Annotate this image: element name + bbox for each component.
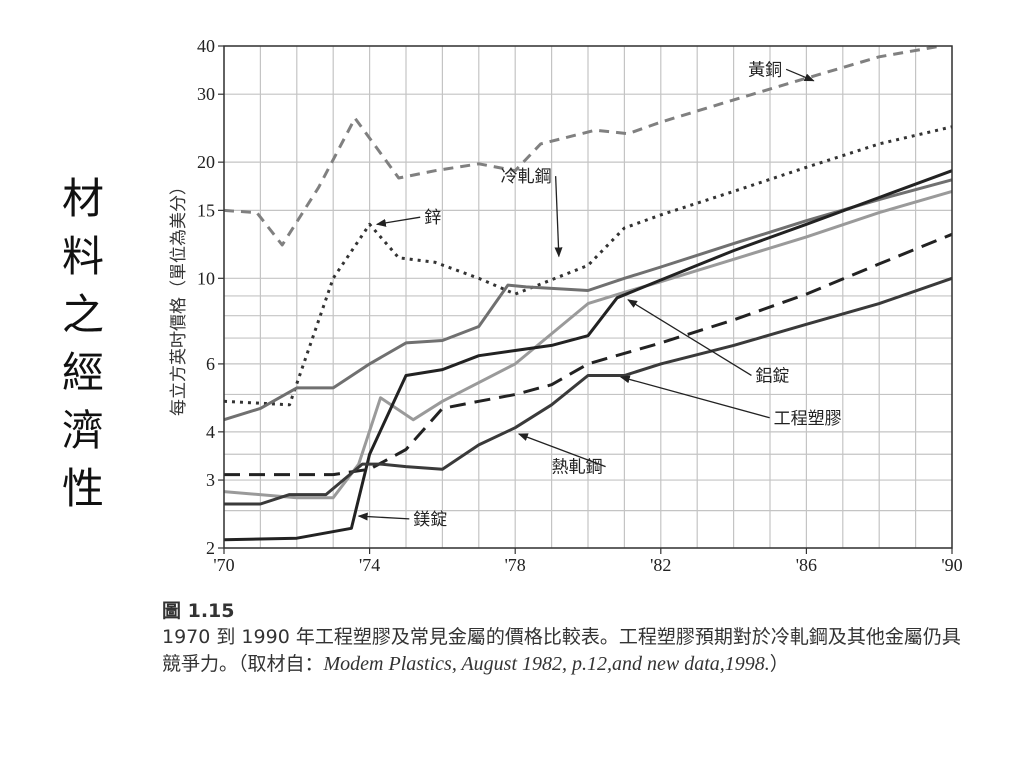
x-tick-label: '78 [505, 555, 526, 575]
y-tick-label: 40 [197, 36, 215, 56]
x-tick-label: '74 [359, 555, 380, 575]
x-tick-label: '70 [213, 555, 234, 575]
x-tick-label: '82 [650, 555, 671, 575]
series-line [223, 44, 942, 247]
price-chart: '70 '74 '78 '82 '86 '90 2 3 4 6 10 15 20 30 40 黃銅鋅 冷軋鋼鋁… [169, 36, 963, 575]
annotation-label: 鋁錠 [755, 366, 789, 386]
caption-end: ） [769, 653, 789, 675]
y-tick-label: 2 [206, 538, 215, 558]
annotation-arrow [627, 299, 752, 377]
y-tick-label: 10 [197, 268, 215, 288]
y-tick-label: 15 [197, 200, 215, 220]
y-tick-label: 6 [206, 354, 215, 374]
annotation-arrow [517, 433, 606, 468]
annotation-arrow [554, 176, 563, 258]
series-line [223, 189, 953, 500]
series-line [223, 178, 953, 422]
y-tick-label: 4 [206, 422, 215, 442]
annotation-label: 鋅 [424, 208, 441, 228]
axis-ticks: '70 '74 '78 '82 '86 '90 2 3 4 6 10 15 20 30 40 [197, 36, 963, 575]
x-tick-label: '90 [941, 555, 962, 575]
caption-source: Modem Plastics, August 1982, p.12,and ne… [323, 653, 770, 675]
annotation-arrow [785, 68, 815, 82]
series-lines [223, 44, 953, 542]
y-tick-label: 20 [197, 152, 215, 172]
series-line [223, 169, 953, 542]
annotation-arrow [375, 216, 421, 227]
y-axis-label: 每立方英吋價格（單位為美分） [169, 178, 189, 416]
annotation-label: 黃銅 [748, 60, 782, 80]
figure-label: 圖 1.15 [162, 600, 235, 622]
side-title: 材料之經濟性 [61, 174, 104, 513]
annotation-label: 熱軋鋼 [552, 458, 603, 478]
annotation-label: 工程塑膠 [774, 409, 842, 429]
x-tick-label: '86 [796, 555, 817, 575]
annotation-label: 鎂錠 [413, 510, 447, 530]
y-tick-label: 30 [197, 84, 215, 104]
caption-body: 1970 到 1990 年工程塑膠及常見金屬的價格比較表。工程塑膠預期對於冷軋鋼… [162, 626, 961, 675]
annotation-label: 冷軋鋼 [501, 167, 552, 187]
annotation-arrow [357, 512, 410, 521]
plot-frame [223, 45, 953, 549]
y-tick-label: 3 [206, 470, 215, 490]
annotation-arrow [619, 375, 770, 419]
series-line [223, 125, 953, 407]
figure-text: 1970 到 1990 年工程塑膠及常見金屬的價格比較表。工程塑膠預期對於冷軋鋼… [162, 624, 972, 678]
series-line [224, 276, 953, 506]
figure-caption: 圖 1.15 1970 到 1990 年工程塑膠及常見金屬的價格比較表。工程塑膠… [162, 598, 972, 678]
